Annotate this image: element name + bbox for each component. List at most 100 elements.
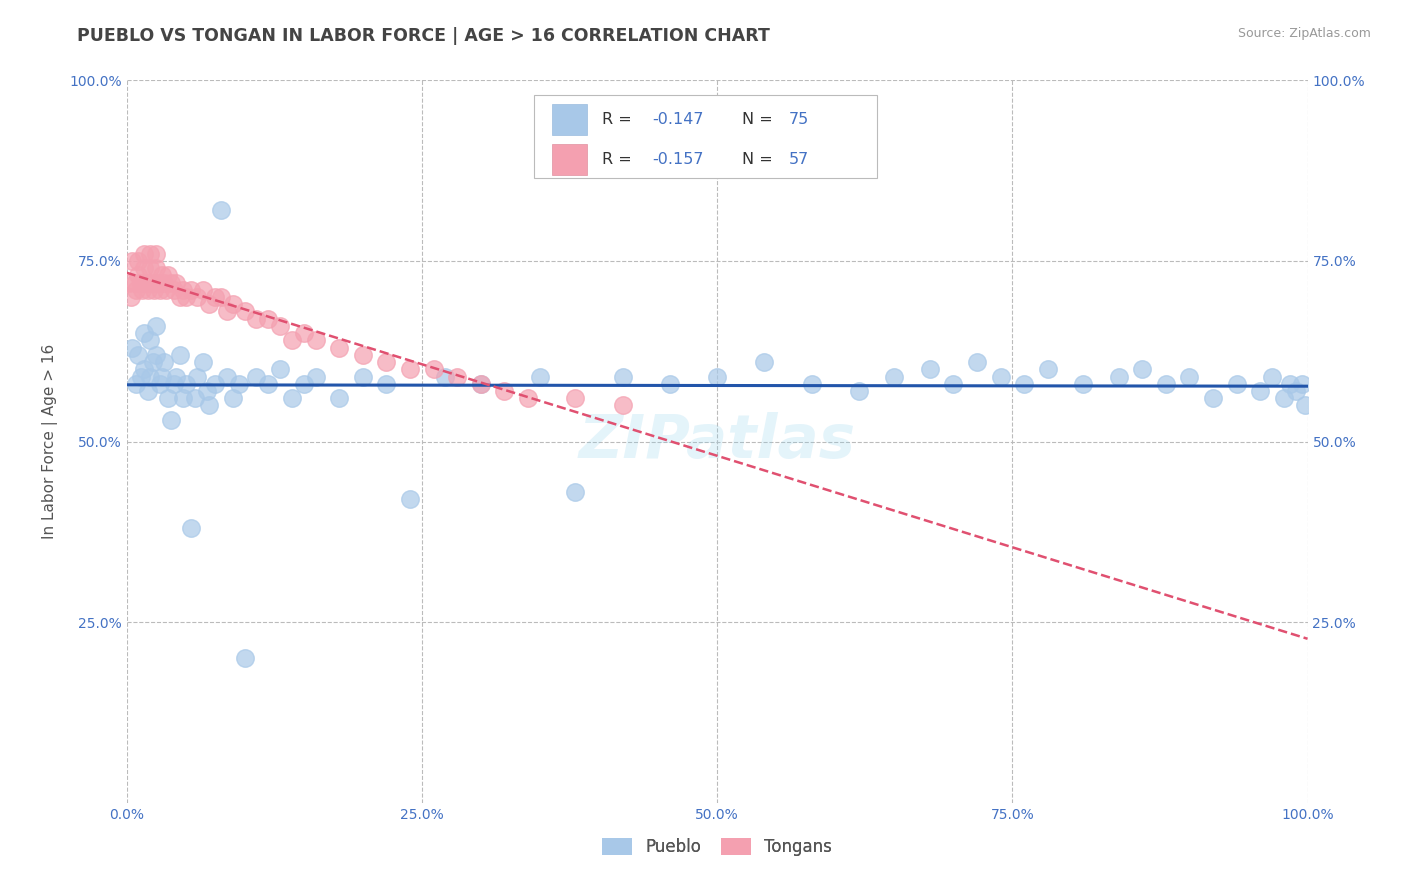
- Point: [204, 290, 226, 304]
- Point: [1272, 391, 1295, 405]
- Point: [328, 391, 350, 405]
- Point: [141, 276, 163, 290]
- Point: [233, 651, 256, 665]
- Point: [883, 369, 905, 384]
- Point: [198, 297, 221, 311]
- Point: [149, 283, 172, 297]
- Text: N =: N =: [742, 152, 778, 167]
- Point: [222, 391, 245, 405]
- Point: [145, 348, 167, 362]
- Point: [612, 369, 634, 384]
- Point: [134, 362, 156, 376]
- Point: [245, 311, 267, 326]
- Point: [125, 283, 148, 297]
- Point: [134, 246, 156, 260]
- Point: [1294, 398, 1316, 412]
- FancyBboxPatch shape: [551, 145, 588, 175]
- Point: [1108, 369, 1130, 384]
- Point: [328, 341, 350, 355]
- Point: [134, 261, 156, 276]
- Point: [612, 398, 634, 412]
- Point: [375, 376, 398, 391]
- Point: [141, 355, 163, 369]
- Text: R =: R =: [603, 112, 637, 128]
- Point: [1285, 384, 1308, 398]
- Point: [150, 268, 173, 283]
- Legend: Pueblo, Tongans: Pueblo, Tongans: [595, 831, 839, 863]
- Point: [155, 283, 177, 297]
- Point: [215, 369, 238, 384]
- Point: [174, 290, 197, 304]
- Point: [658, 376, 681, 391]
- Point: [136, 384, 159, 398]
- Point: [304, 334, 326, 348]
- Point: [399, 492, 422, 507]
- Point: [1154, 376, 1177, 391]
- Point: [149, 376, 172, 391]
- Text: ZIPatlas: ZIPatlas: [578, 412, 856, 471]
- Point: [1178, 369, 1201, 384]
- Point: [120, 290, 142, 304]
- Point: [706, 369, 728, 384]
- Text: 75: 75: [789, 112, 810, 128]
- Point: [1012, 376, 1035, 391]
- Point: [352, 348, 374, 362]
- Point: [169, 290, 191, 304]
- Point: [160, 413, 183, 427]
- Point: [1278, 376, 1301, 391]
- Point: [1202, 391, 1225, 405]
- Point: [257, 376, 280, 391]
- Point: [139, 334, 162, 348]
- Point: [145, 246, 167, 260]
- Point: [160, 276, 183, 290]
- Point: [222, 297, 245, 311]
- Point: [163, 283, 186, 297]
- Point: [1071, 376, 1094, 391]
- Point: [127, 268, 149, 283]
- Point: [165, 276, 187, 290]
- Point: [800, 376, 823, 391]
- Point: [517, 391, 540, 405]
- Point: [446, 369, 468, 384]
- Point: [292, 376, 315, 391]
- Point: [127, 348, 149, 362]
- Point: [153, 276, 176, 290]
- Point: [180, 521, 202, 535]
- Point: [139, 369, 162, 384]
- Point: [198, 398, 221, 412]
- Point: [966, 355, 988, 369]
- Point: [494, 384, 516, 398]
- Point: [165, 369, 187, 384]
- Point: [434, 369, 457, 384]
- Point: [281, 391, 304, 405]
- Y-axis label: In Labor Force | Age > 16: In Labor Force | Age > 16: [42, 344, 58, 539]
- Point: [292, 326, 315, 340]
- Point: [1130, 362, 1153, 376]
- Point: [1036, 362, 1059, 376]
- Point: [918, 362, 941, 376]
- Text: Source: ZipAtlas.com: Source: ZipAtlas.com: [1237, 27, 1371, 40]
- Point: [156, 391, 179, 405]
- Point: [118, 276, 141, 290]
- Point: [150, 369, 173, 384]
- Point: [145, 318, 167, 333]
- Point: [281, 334, 304, 348]
- Point: [399, 362, 422, 376]
- Point: [142, 283, 165, 297]
- Point: [269, 362, 291, 376]
- Point: [209, 290, 232, 304]
- Point: [564, 485, 586, 500]
- Point: [564, 391, 586, 405]
- Point: [245, 369, 267, 384]
- Text: -0.157: -0.157: [652, 152, 703, 167]
- Point: [153, 355, 176, 369]
- Point: [163, 376, 186, 391]
- Point: [136, 283, 159, 297]
- Point: [257, 311, 280, 326]
- Point: [990, 369, 1012, 384]
- Point: [1291, 376, 1313, 391]
- Point: [186, 290, 208, 304]
- Point: [172, 391, 194, 405]
- Point: [1249, 384, 1271, 398]
- Point: [422, 362, 444, 376]
